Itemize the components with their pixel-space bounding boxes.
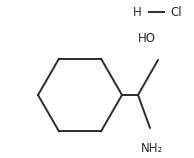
Text: HO: HO [138, 31, 156, 45]
Text: NH₂: NH₂ [141, 142, 163, 155]
Text: H: H [133, 6, 141, 18]
Text: Cl: Cl [170, 6, 182, 18]
